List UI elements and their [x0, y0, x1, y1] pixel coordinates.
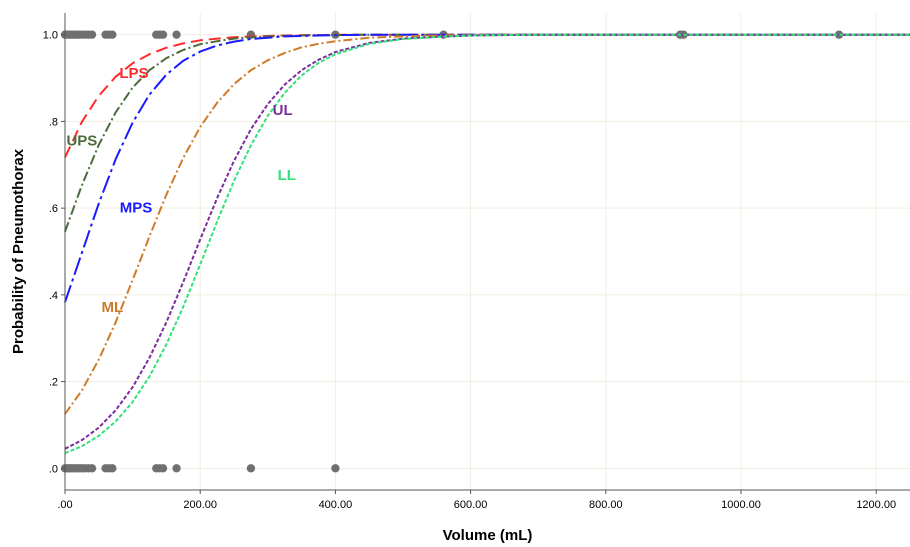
x-tick-label: 800.00 [589, 499, 623, 511]
observed-point [87, 30, 97, 39]
x-tick-label: 400.00 [319, 499, 353, 511]
probability-curves [64, 33, 910, 455]
observed-point [172, 30, 181, 39]
observed-point [108, 30, 117, 39]
x-tick-label: 600.00 [454, 499, 488, 511]
series-label-ll: LL [278, 167, 296, 184]
series-line-lps [64, 33, 910, 158]
series-label-mps: MPS [120, 199, 153, 216]
y-tick-label: .6 [49, 203, 58, 215]
x-axis-ticks: .00 200.00 400.00 600.00 800.00 1000.00 1200.0… [57, 490, 896, 511]
observed-point [108, 464, 117, 473]
observed-point [158, 464, 168, 473]
y-axis-title: Probability of Pneumothorax [10, 148, 27, 354]
x-tick-label: .00 [57, 499, 72, 511]
series-labels: LPS UPS MPS ML UL LL [66, 65, 295, 316]
series-line-ll [64, 33, 910, 455]
observed-point [87, 464, 97, 473]
x-tick-label: 200.00 [183, 499, 217, 511]
series-line-ups [64, 33, 910, 232]
series-label-ups: UPS [66, 132, 97, 149]
x-axis-title: Volume (mL) [443, 527, 533, 544]
series-line-ml [64, 33, 910, 415]
series-label-ml: ML [101, 299, 123, 316]
y-tick-label: .8 [49, 116, 58, 128]
y-tick-label: .4 [49, 290, 58, 302]
y-tick-label: 1.0 [43, 30, 58, 42]
y-tick-label: .2 [49, 377, 58, 389]
series-label-ul: UL [273, 102, 293, 119]
x-tick-label: 1000.00 [721, 499, 761, 511]
observed-point [172, 464, 181, 473]
y-tick-label: .0 [49, 463, 58, 475]
x-tick-label: 1200.00 [856, 499, 896, 511]
observed-points [60, 30, 844, 473]
series-label-lps: LPS [119, 65, 148, 82]
observed-point [331, 464, 340, 473]
observed-point [158, 30, 168, 39]
observed-point [246, 464, 256, 473]
grid-lines [64, 13, 910, 490]
y-axis-ticks: .0 .2 .4 .6 .8 1.0 [43, 30, 65, 475]
series-line-ul [64, 33, 910, 450]
